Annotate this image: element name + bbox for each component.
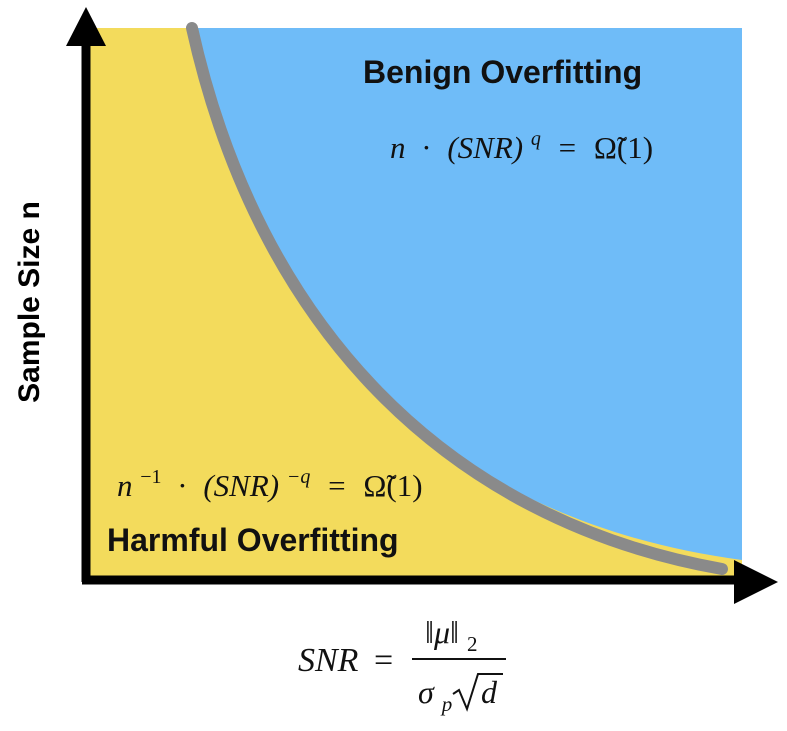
benign-formula-dot: ·: [421, 130, 431, 165]
y-axis-label: Sample Size n: [13, 201, 46, 403]
harmful-region-title: Harmful Overfitting: [107, 522, 399, 558]
benign-formula-exponent: q: [531, 128, 541, 150]
benign-condition-formula: n · (SNR) q = Ω̃(1): [390, 117, 653, 165]
snr-definition: SNR = ‖μ‖ 2 σ p d: [298, 614, 506, 716]
harmful-formula-dot: ·: [177, 468, 187, 503]
harmful-formula-snr: (SNR): [203, 468, 279, 503]
y-axis-arrowhead: [66, 7, 106, 46]
benign-formula-n: n: [390, 130, 406, 165]
snr-equals: =: [374, 642, 393, 679]
sqrt-symbol: [452, 673, 503, 712]
benign-region-title: Benign Overfitting: [363, 54, 642, 90]
harmful-formula-n-exponent: −1: [140, 466, 161, 488]
harmful-condition-formula: n −1 · (SNR) −q = Ω̃(1): [117, 455, 423, 503]
benign-formula-equals: =: [559, 130, 576, 165]
snr-numerator: ‖μ‖ 2: [425, 614, 478, 656]
snr-denominator-d: d: [481, 674, 498, 710]
harmful-formula-n: n: [117, 468, 133, 503]
harmful-formula-equals: =: [328, 468, 345, 503]
benign-region: [188, 28, 742, 560]
phase-boundary-curve: [186, 22, 728, 575]
snr-lhs: SNR: [298, 642, 359, 679]
benign-formula-snr: (SNR): [447, 130, 523, 165]
x-axis-arrowhead: [734, 560, 778, 604]
snr-denominator: σ p: [418, 674, 452, 716]
benign-formula-omega: Ω̃(1): [594, 130, 653, 165]
harmful-formula-omega: Ω̃(1): [363, 468, 422, 503]
harmful-formula-exponent: −q: [287, 466, 311, 488]
